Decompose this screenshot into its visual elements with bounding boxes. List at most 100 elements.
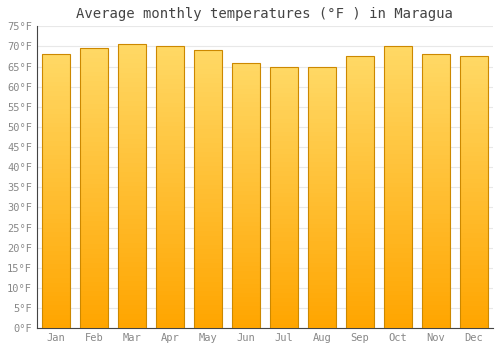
Bar: [232, 89, 260, 93]
Bar: [156, 276, 184, 281]
Bar: [460, 120, 488, 124]
Bar: [460, 210, 488, 215]
Bar: [384, 93, 412, 98]
Bar: [118, 309, 146, 314]
Bar: [156, 216, 184, 220]
Bar: [308, 206, 336, 210]
Bar: [384, 47, 412, 51]
Bar: [156, 150, 184, 154]
Bar: [270, 237, 298, 241]
Bar: [42, 132, 70, 136]
Bar: [232, 129, 260, 133]
Bar: [346, 147, 374, 152]
Bar: [118, 248, 146, 252]
Bar: [232, 67, 260, 71]
Bar: [422, 287, 450, 292]
Bar: [80, 305, 108, 309]
Bar: [422, 141, 450, 146]
Bar: [232, 240, 260, 244]
Bar: [308, 250, 336, 254]
Bar: [80, 81, 108, 86]
Bar: [460, 97, 488, 102]
Bar: [460, 265, 488, 269]
Bar: [384, 164, 412, 168]
Bar: [346, 274, 374, 278]
Bar: [42, 68, 70, 73]
Bar: [80, 193, 108, 198]
Bar: [194, 296, 222, 300]
Bar: [118, 116, 146, 120]
Bar: [308, 79, 336, 84]
Bar: [346, 206, 374, 210]
Bar: [346, 260, 374, 265]
Bar: [118, 167, 146, 172]
Bar: [346, 238, 374, 242]
Bar: [308, 232, 336, 237]
Bar: [460, 102, 488, 106]
Bar: [194, 198, 222, 203]
Bar: [156, 248, 184, 253]
Bar: [384, 192, 412, 197]
Bar: [80, 72, 108, 76]
Bar: [118, 205, 146, 210]
Bar: [232, 138, 260, 142]
Bar: [156, 145, 184, 150]
Bar: [270, 206, 298, 210]
Bar: [80, 179, 108, 184]
Bar: [42, 251, 70, 255]
Bar: [232, 324, 260, 328]
Bar: [346, 233, 374, 238]
Bar: [156, 300, 184, 305]
Bar: [308, 132, 336, 136]
Bar: [422, 164, 450, 168]
Bar: [346, 56, 374, 61]
Bar: [270, 267, 298, 272]
Bar: [384, 173, 412, 178]
Bar: [422, 132, 450, 136]
Bar: [270, 145, 298, 149]
Bar: [308, 315, 336, 320]
Bar: [346, 210, 374, 215]
Bar: [80, 202, 108, 207]
Bar: [270, 184, 298, 189]
Bar: [118, 125, 146, 130]
Bar: [80, 48, 108, 328]
Bar: [270, 276, 298, 280]
Bar: [156, 168, 184, 173]
Bar: [460, 278, 488, 283]
Bar: [422, 155, 450, 159]
Bar: [80, 104, 108, 109]
Bar: [460, 111, 488, 116]
Bar: [194, 259, 222, 264]
Bar: [384, 187, 412, 192]
Bar: [42, 214, 70, 219]
Bar: [194, 236, 222, 240]
Bar: [194, 152, 222, 157]
Bar: [118, 101, 146, 106]
Bar: [346, 84, 374, 88]
Bar: [460, 174, 488, 179]
Bar: [156, 65, 184, 70]
Bar: [460, 124, 488, 129]
Bar: [270, 97, 298, 101]
Bar: [422, 96, 450, 100]
Bar: [422, 105, 450, 109]
Bar: [384, 47, 412, 328]
Bar: [460, 251, 488, 256]
Bar: [346, 201, 374, 206]
Bar: [118, 186, 146, 191]
Bar: [270, 158, 298, 162]
Bar: [194, 74, 222, 78]
Bar: [346, 242, 374, 247]
Title: Average monthly temperatures (°F ) in Maragua: Average monthly temperatures (°F ) in Ma…: [76, 7, 454, 21]
Bar: [42, 292, 70, 296]
Bar: [422, 251, 450, 255]
Bar: [118, 139, 146, 144]
Bar: [270, 128, 298, 132]
Bar: [118, 182, 146, 186]
Bar: [270, 302, 298, 306]
Bar: [118, 144, 146, 148]
Bar: [232, 191, 260, 195]
Bar: [156, 192, 184, 197]
Bar: [80, 156, 108, 160]
